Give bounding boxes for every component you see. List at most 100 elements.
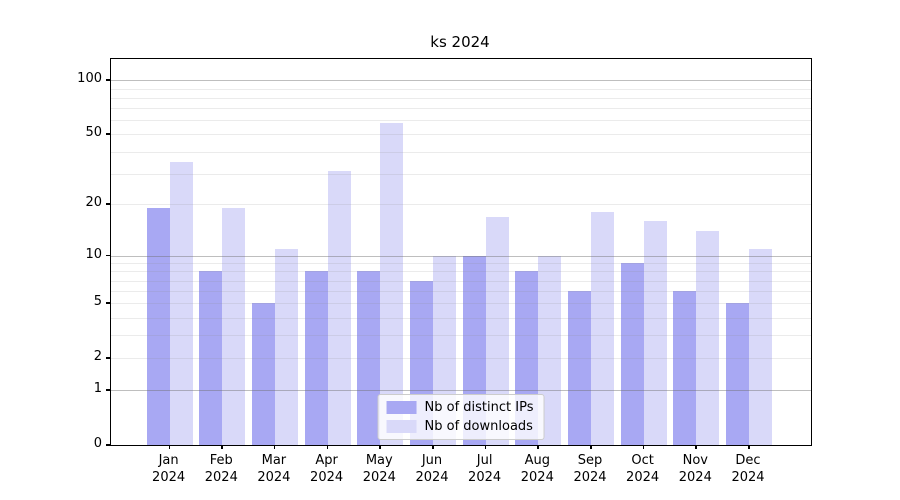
x-axis-tick [168, 445, 171, 449]
x-axis-month: Oct [631, 453, 654, 468]
legend-entry: Nb of downloads [386, 419, 534, 434]
x-axis-year: 2024 [731, 470, 765, 485]
bar-distinct-ips [620, 263, 644, 445]
x-axis-year: 2024 [362, 470, 396, 485]
plot-area: Nb of distinct IPs Nb of downloads [110, 58, 812, 446]
bar-downloads [380, 122, 404, 445]
bar-distinct-ips [304, 271, 328, 445]
gridline-minor [111, 97, 811, 99]
x-axis-tick-label: Sep 2024 [560, 452, 620, 486]
x-axis-tick [695, 445, 697, 449]
y-axis-tick [106, 302, 110, 304]
x-axis-tick [537, 445, 539, 449]
x-axis-tick [642, 445, 645, 449]
x-axis-tick-label: Feb 2024 [191, 452, 251, 486]
y-axis-tick [106, 79, 110, 81]
bar-downloads [222, 208, 246, 445]
bar-distinct-ips [199, 271, 223, 445]
x-axis-month: Apr [315, 453, 338, 468]
x-axis-year: 2024 [626, 470, 660, 485]
x-axis-tick-label: Jan 2024 [139, 452, 199, 486]
x-axis-year: 2024 [152, 470, 186, 485]
y-axis-tick-label: 1 [93, 381, 102, 397]
x-axis-tick-label: Jun 2024 [402, 452, 462, 486]
x-axis-tick [432, 445, 434, 449]
y-axis-tick-label: 10 [85, 246, 102, 262]
x-axis-tick [273, 445, 276, 449]
x-axis-month: Nov [682, 453, 708, 468]
y-axis-tick-label: 5 [93, 294, 102, 310]
gridline-major [111, 80, 811, 82]
x-axis-month: Jan [158, 453, 179, 468]
x-axis-tick-label: Oct 2024 [613, 452, 673, 486]
gridline-minor [111, 173, 811, 175]
x-axis-month: Sep [577, 453, 603, 468]
bar-downloads [274, 248, 298, 445]
bar-distinct-ips [725, 303, 749, 445]
y-axis-tick [106, 203, 110, 205]
x-axis-tick-label: May 2024 [349, 452, 409, 486]
bar-downloads [590, 212, 614, 445]
x-axis-tick [590, 445, 592, 449]
y-axis-tick [106, 133, 110, 135]
x-axis-month: Aug [524, 453, 550, 468]
bar-downloads [643, 221, 667, 445]
x-axis-tick [484, 445, 487, 449]
gridline-minor [111, 151, 811, 153]
bar-downloads [748, 248, 772, 445]
y-axis-tick-label: 0 [93, 436, 102, 451]
x-axis-tick [326, 445, 329, 449]
bar-downloads [485, 216, 509, 445]
x-axis-tick-label: Jul 2024 [455, 452, 515, 486]
x-axis-tick [379, 445, 381, 449]
gridline-minor [111, 120, 811, 122]
bar-downloads [169, 161, 193, 445]
bar-distinct-ips [146, 208, 170, 445]
gridline-minor [111, 204, 811, 206]
bar-downloads [696, 231, 720, 445]
y-axis-tick [106, 444, 110, 446]
x-axis-tick-label: Apr 2024 [297, 452, 357, 486]
bar-distinct-ips [673, 291, 697, 445]
x-axis-tick-label: Nov 2024 [665, 452, 725, 486]
x-axis-year: 2024 [468, 470, 502, 485]
y-axis-tick-label: 20 [85, 195, 102, 211]
bar-distinct-ips [567, 291, 591, 445]
bar-distinct-ips [251, 303, 275, 445]
legend-swatch-distinct-ips [386, 401, 417, 414]
x-axis-tick [221, 445, 223, 449]
x-axis-year: 2024 [415, 470, 449, 485]
legend-label: Nb of distinct IPs [424, 400, 534, 415]
bar-downloads [327, 171, 351, 445]
x-axis-year: 2024 [310, 470, 344, 485]
legend-swatch-downloads [386, 420, 417, 433]
x-axis-year: 2024 [678, 470, 712, 485]
chart-title: ks 2024 [430, 33, 490, 51]
x-axis-tick [748, 445, 750, 449]
legend-entry: Nb of distinct IPs [386, 400, 534, 415]
legend-label: Nb of downloads [424, 419, 533, 434]
gridline-minor [111, 88, 811, 90]
x-axis-month: Mar [261, 453, 287, 468]
bar-distinct-ips [357, 271, 381, 445]
legend: Nb of distinct IPs Nb of downloads [377, 394, 545, 440]
y-axis-tick [106, 357, 110, 359]
x-axis-month: May [365, 453, 393, 468]
x-axis-year: 2024 [257, 470, 291, 485]
y-axis-tick-label: 100 [77, 71, 102, 87]
x-axis-month: Feb [209, 453, 233, 468]
x-axis-year: 2024 [520, 470, 554, 485]
x-axis-month: Dec [735, 453, 761, 468]
y-axis-tick [106, 389, 110, 391]
x-axis-tick-label: Aug 2024 [507, 452, 567, 486]
x-axis-month: Jun [421, 453, 443, 468]
y-axis-tick-label: 50 [85, 125, 102, 141]
gridline-minor [111, 134, 811, 136]
x-axis-month: Jul [476, 453, 493, 468]
x-axis-year: 2024 [573, 470, 607, 485]
y-axis-tick [106, 254, 110, 256]
x-axis-tick-label: Mar 2024 [244, 452, 304, 486]
x-axis-year: 2024 [204, 470, 238, 485]
y-axis-tick-label: 2 [93, 349, 102, 365]
